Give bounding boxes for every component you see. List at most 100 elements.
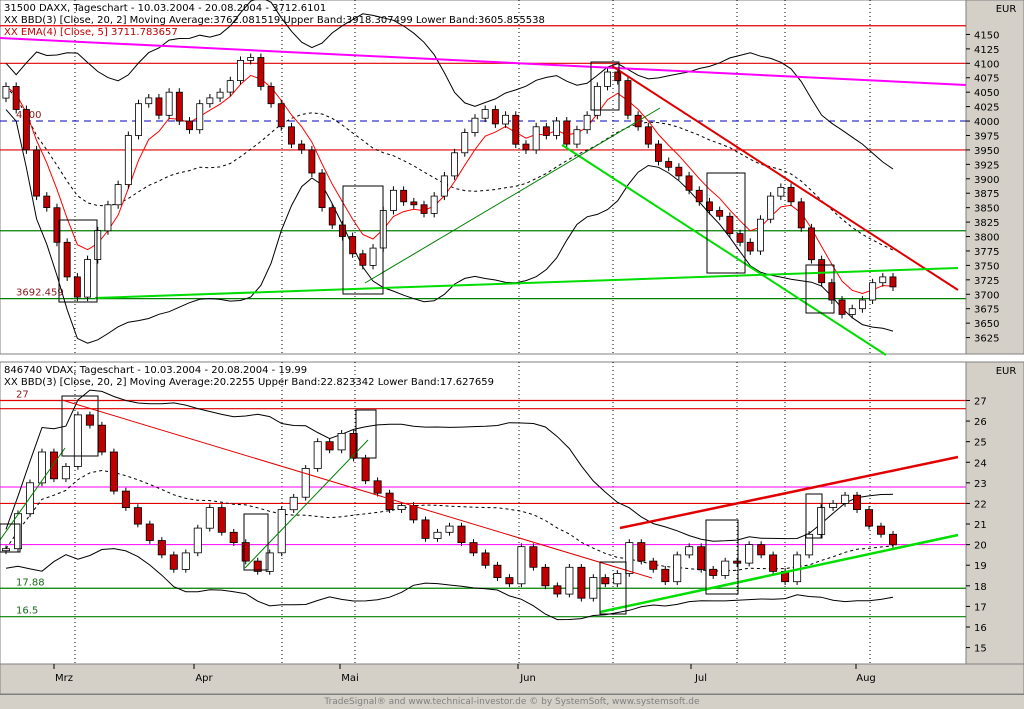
upper-candle-body	[389, 189, 397, 211]
upper-candle-body	[553, 120, 560, 136]
upper-y-tick-label: 3625	[974, 334, 999, 345]
upper-candle-body	[359, 253, 367, 266]
lower-y-tick-label: 18	[974, 582, 987, 593]
lower-candle-body	[373, 480, 382, 494]
upper-candle-body	[155, 97, 163, 116]
lower-y-tick-label: 24	[974, 458, 987, 469]
upper-candle-body	[206, 97, 214, 105]
lower-candle-body	[673, 554, 682, 583]
lower-candle-body	[397, 505, 406, 510]
upper-magenta-trendline	[0, 37, 967, 86]
lower-y-tick-label: 19	[974, 561, 987, 572]
lower-pattern-box	[243, 513, 269, 571]
lower-candle-body	[637, 542, 646, 562]
upper-candle-body	[736, 233, 744, 243]
lower-candle-body	[505, 577, 514, 585]
upper-candle-body	[400, 189, 408, 203]
upper-candle-body	[859, 299, 866, 310]
lower-y-tick-label: 27	[974, 396, 987, 407]
upper-candle-body	[84, 259, 91, 298]
upper-candle-body	[685, 175, 693, 191]
lower-candle-body	[721, 560, 730, 576]
lower-candle-body	[61, 465, 70, 480]
upper-pattern-box	[706, 172, 746, 274]
lower-chart-title: 846740 VDAX, Tageschart - 10.03.2004 - 2…	[4, 365, 307, 376]
lower-candle-body	[577, 566, 586, 599]
upper-candle-body	[512, 114, 520, 145]
x-tick-label: Jun	[519, 673, 536, 684]
upper-candle-body	[440, 175, 448, 197]
lower-candle-body	[193, 527, 202, 554]
upper-candle-body	[726, 215, 734, 235]
upper-candle-body	[808, 227, 815, 261]
upper-y-tick-label: 4150	[974, 30, 999, 41]
lower-pattern-box	[599, 561, 627, 615]
lower-candle-body	[109, 451, 118, 492]
lower-y-tick-label: 15	[974, 644, 987, 655]
lower-candle-body	[253, 560, 262, 572]
lower-candle-body	[565, 566, 574, 595]
upper-candle-body	[73, 276, 81, 298]
upper-candle-body	[532, 126, 540, 151]
lower-candle-body	[709, 568, 718, 576]
lower-candle-body	[589, 577, 598, 599]
upper-candle-body	[267, 86, 275, 105]
lower-candle-body	[145, 523, 154, 541]
upper-panel-dax: EUR 3625 3650 3675 3700 3725 3750 3775 3800 3825 3…	[0, 0, 1024, 356]
upper-candle-body	[869, 282, 877, 301]
upper-candle-body	[563, 120, 571, 145]
lower-candle-body	[421, 519, 430, 539]
lower-y-tick-label: 23	[974, 479, 987, 490]
upper-candle-body	[430, 195, 438, 214]
upper-candle-body	[298, 143, 306, 151]
x-tick-label: Mai	[341, 673, 359, 684]
upper-candle-body	[665, 161, 673, 168]
lower-green-uptrend-line	[0, 447, 66, 541]
upper-candle-body	[43, 195, 51, 209]
upper-candle-body	[257, 57, 265, 87]
lower-candle-body	[853, 494, 862, 511]
lower-candle-body	[169, 554, 178, 570]
lower-candle-body	[349, 432, 358, 459]
lower-pattern-box	[805, 493, 823, 539]
upper-y-tick-label: 3925	[974, 160, 999, 171]
upper-candle-body	[818, 259, 826, 284]
x-tick-label: Aug	[856, 673, 876, 684]
upper-candle-body	[838, 299, 846, 315]
upper-y-tick-label: 3875	[974, 189, 999, 200]
upper-candle-body	[797, 201, 805, 229]
lower-y-tick-label: 22	[974, 499, 987, 510]
lower-y-tick-label: 26	[974, 417, 987, 428]
lower-red-resistance-line	[619, 455, 959, 530]
lower-candle-body	[529, 546, 538, 568]
lower-candle-body	[517, 546, 526, 585]
upper-y-tick-label: 3650	[974, 319, 999, 330]
upper-candle-body	[338, 224, 346, 237]
lower-candle-body	[649, 560, 658, 570]
lower-candle-body	[601, 577, 610, 585]
upper-candle-body	[124, 135, 132, 185]
lower-candle-body	[817, 507, 826, 535]
upper-pattern-box	[805, 264, 835, 314]
upper-candle-body	[542, 126, 550, 136]
upper-candle-body	[53, 207, 61, 243]
lower-candle-body	[325, 441, 334, 451]
upper-candle-body	[848, 308, 856, 315]
upper-candle-body	[461, 132, 469, 154]
upper-candle-body	[216, 91, 224, 99]
upper-y-tick-label: 4100	[974, 59, 999, 70]
upper-y-tick-label: 3825	[974, 218, 999, 229]
upper-green-uptrend-line	[364, 107, 661, 284]
lower-upper-band	[5, 389, 894, 542]
upper-candle-body	[247, 57, 255, 61]
upper-y-axis-bg	[965, 0, 1024, 355]
lower-y-tick-label: 20	[974, 541, 987, 552]
upper-y-tick-label: 3800	[974, 233, 999, 244]
upper-green-support-line	[94, 267, 959, 299]
upper-y-tick-label: 4125	[974, 45, 999, 56]
upper-candle-body	[2, 86, 10, 99]
lower-candle-body	[445, 525, 454, 533]
lower-candle-body	[757, 544, 766, 556]
lower-y-tick-label: 16	[974, 623, 987, 634]
lower-candle-body	[493, 564, 502, 579]
